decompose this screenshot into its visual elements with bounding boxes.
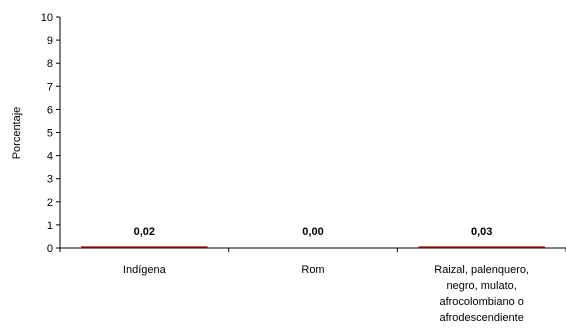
- y-tick-label: 5: [47, 128, 53, 140]
- y-tick-label: 10: [41, 12, 53, 24]
- y-tick-label: 2: [47, 197, 53, 209]
- x-ticks: [59, 248, 566, 252]
- y-tick-label: 0: [47, 243, 53, 255]
- category-label: negro, mulato,: [447, 280, 517, 292]
- y-tick-label: 3: [47, 174, 53, 186]
- bar: [418, 246, 545, 248]
- y-tick-label: 4: [47, 151, 53, 163]
- category-label: Rom: [301, 264, 324, 276]
- data-labels: 0,02 0,00 0,03: [134, 226, 493, 238]
- y-tick-label: 6: [47, 104, 53, 116]
- category-label: Raizal, palenquero,: [434, 264, 529, 276]
- category-labels: Indígena Rom Raizal, palenquero, negro, mul…: [123, 264, 529, 324]
- category-label: Indígena: [123, 264, 167, 276]
- data-label: 0,03: [471, 226, 492, 238]
- data-label: 0,02: [134, 226, 155, 238]
- category-label: afrodescendiente: [439, 312, 523, 324]
- y-tick-label: 8: [47, 58, 53, 70]
- bar: [81, 246, 208, 248]
- y-axis-title: Porcentaje: [11, 107, 23, 160]
- y-tick-label: 7: [47, 81, 53, 93]
- data-label: 0,00: [302, 226, 323, 238]
- y-tick-label: 9: [47, 35, 53, 47]
- y-tick-label: 1: [47, 220, 53, 232]
- y-ticks: 0 1 2 3 4 5 6 7 8 9 10: [41, 12, 60, 255]
- category-label: afrocolombiano o: [439, 296, 523, 308]
- bars: [81, 246, 545, 248]
